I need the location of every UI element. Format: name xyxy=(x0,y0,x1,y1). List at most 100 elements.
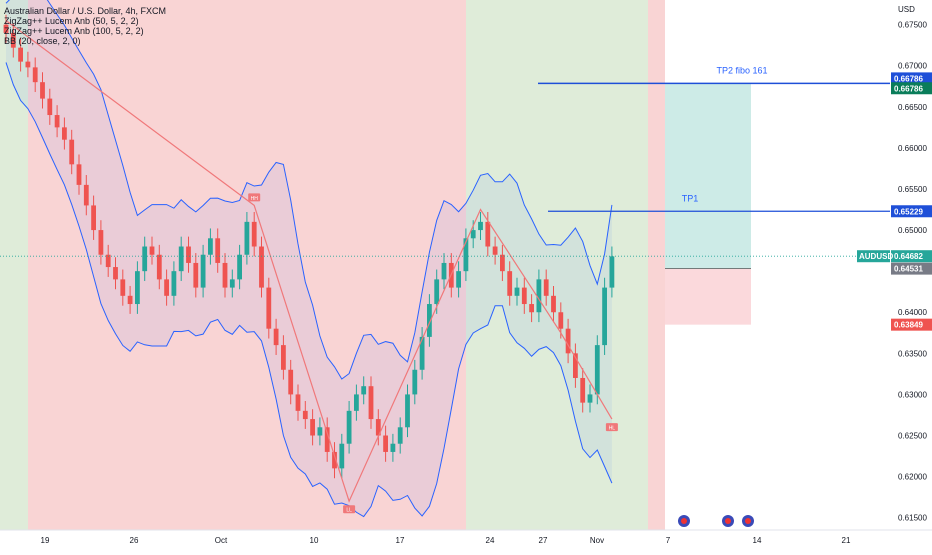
candle xyxy=(295,394,301,411)
legend-indicator-bollinger[interactable]: BB (20, close, 2, 0) xyxy=(4,36,81,46)
event-flag-inner xyxy=(681,518,687,524)
legend-indicator-zigzag-50[interactable]: ZigZag++ Lucem Anb (50, 5, 2, 2) xyxy=(4,16,139,26)
candle xyxy=(419,336,425,370)
candle xyxy=(427,304,432,337)
candle xyxy=(565,328,571,354)
y-tick-label: 0.63500 xyxy=(898,349,927,358)
candle xyxy=(521,287,527,305)
candle xyxy=(609,256,615,288)
candle xyxy=(594,345,600,395)
candle xyxy=(463,238,469,272)
tp1-label: TP1 xyxy=(682,193,699,203)
candle xyxy=(171,271,177,296)
candle xyxy=(127,295,133,305)
x-tick-label: 7 xyxy=(666,536,671,545)
price-tag-tp1: 0.65229 xyxy=(894,207,923,216)
price-tag-entry: 0.64531 xyxy=(894,265,923,274)
candle xyxy=(259,246,264,288)
candle xyxy=(412,369,418,395)
y-tick-label: 0.64000 xyxy=(898,308,927,317)
x-tick-label: Oct xyxy=(215,536,228,545)
x-tick-label: 26 xyxy=(130,536,139,545)
candle xyxy=(573,353,578,378)
candle xyxy=(76,164,82,185)
candle xyxy=(25,61,31,68)
candle xyxy=(266,287,272,329)
candle xyxy=(470,230,476,239)
candle xyxy=(324,427,330,452)
candle xyxy=(543,279,549,296)
y-tick-label: 0.66500 xyxy=(898,103,927,112)
candle xyxy=(40,82,45,99)
chart-legend: Australian Dollar / U.S. Dollar, 4h, FXC… xyxy=(4,6,166,46)
x-tick-label: Nov xyxy=(590,536,604,545)
event-flag-inner xyxy=(745,518,751,524)
candle xyxy=(346,410,352,444)
candle xyxy=(310,419,315,436)
y-tick-label: 0.63000 xyxy=(898,390,927,399)
candle xyxy=(500,254,505,272)
candle xyxy=(558,312,564,329)
zigzag-line xyxy=(5,20,613,503)
x-tick-label: 19 xyxy=(41,536,50,545)
ticker-tag: AUDUSD xyxy=(859,252,893,261)
candle xyxy=(602,287,607,346)
candle xyxy=(368,386,374,420)
candle xyxy=(222,262,228,288)
candle xyxy=(215,238,221,263)
candle xyxy=(507,271,513,296)
price-tag-tp2-lower: 0.66786 xyxy=(894,84,923,93)
candle xyxy=(441,262,447,280)
candle xyxy=(354,394,359,411)
candle xyxy=(478,221,483,231)
candle xyxy=(3,24,9,33)
candle xyxy=(288,369,294,395)
candle xyxy=(361,386,367,395)
y-axis-unit: USD xyxy=(898,5,915,14)
y-tick-label: 0.62500 xyxy=(898,432,927,441)
candle xyxy=(456,271,461,288)
legend-indicator-zigzag-100[interactable]: ZigZag++ Lucem Anb (100, 5, 2, 2) xyxy=(4,26,144,36)
price-tag-entry-bg xyxy=(891,262,932,275)
zigzag-tag xyxy=(605,423,618,432)
candle xyxy=(98,230,104,255)
candle xyxy=(62,127,67,140)
candle xyxy=(281,345,286,370)
candle xyxy=(142,246,148,272)
regime-band xyxy=(0,0,28,530)
candle xyxy=(251,221,257,247)
event-flag-inner xyxy=(725,518,731,524)
candle xyxy=(397,427,403,444)
candle xyxy=(18,47,23,62)
candle xyxy=(156,254,162,280)
candle xyxy=(273,328,279,346)
zigzag-label-hl: HL xyxy=(609,426,616,432)
candle xyxy=(120,279,126,296)
candle xyxy=(383,435,388,452)
candle xyxy=(10,32,16,48)
candle xyxy=(193,262,199,288)
candle xyxy=(32,67,38,83)
candle xyxy=(339,443,345,469)
y-tick-label: 0.65000 xyxy=(898,226,927,235)
zigzag-tag xyxy=(248,193,261,202)
candle xyxy=(113,267,118,280)
candle xyxy=(514,287,520,296)
candle xyxy=(186,246,191,263)
tp2-label: TP2 fibo 161 xyxy=(716,65,767,75)
candle xyxy=(54,115,60,128)
regime-band xyxy=(648,0,665,530)
candle xyxy=(492,246,498,255)
candle xyxy=(405,394,410,428)
price-tag-last-bg xyxy=(891,250,932,263)
ticker-tag-bg xyxy=(857,250,890,263)
price-tag-last: 0.64682 xyxy=(894,252,923,261)
y-tick-label: 0.67000 xyxy=(898,62,927,71)
candle xyxy=(390,443,396,452)
y-tick-label: 0.65500 xyxy=(898,185,927,194)
target-zone xyxy=(665,83,751,269)
y-tick-label: 0.61500 xyxy=(898,514,927,523)
candle xyxy=(105,254,111,268)
